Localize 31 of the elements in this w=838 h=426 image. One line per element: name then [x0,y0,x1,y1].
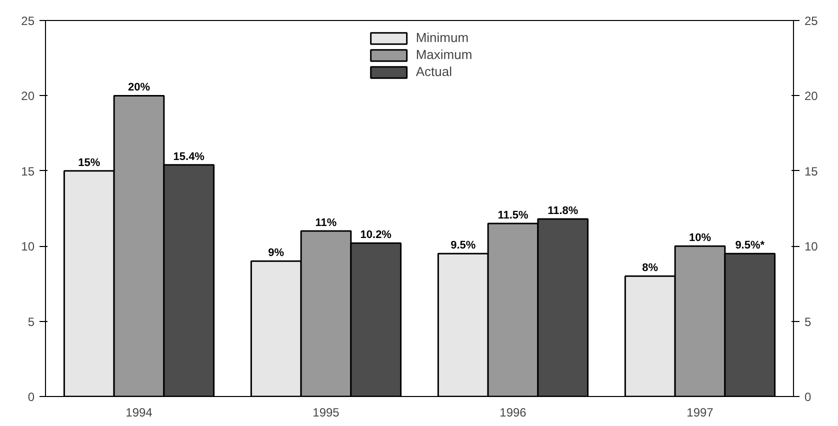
data-label: 11.8% [548,205,578,218]
y-tick-label: 5 [28,314,35,329]
y2-tick-label: 0 [804,390,812,404]
y2-tick-label: 5 [804,314,812,329]
y2-tick-label: 20 [804,89,818,104]
data-label: 11% [315,217,337,230]
y2-tick-label: 15 [804,164,818,178]
data-label: 10.2% [360,229,392,242]
data-label: 9.5% [450,240,476,252]
y-tick-label: 20 [21,89,35,104]
x-tick-label: 1994 [126,406,153,420]
data-label: 10% [688,232,712,244]
data-label: 15% [78,156,100,169]
y-tick-label: 0 [28,390,35,404]
data-label: 8% [642,262,658,274]
data-label: 15.4% [173,150,205,163]
data-label: 20% [128,82,150,94]
y-tick-label: 10 [21,240,35,254]
x-tick-label: 1995 [312,406,340,420]
y-tick-label: 25 [21,14,35,28]
legend-label: Maximum [416,47,472,62]
x-tick-label: 1997 [686,406,714,420]
x-tick-label: 1996 [500,406,527,420]
data-label: 9% [268,247,284,260]
y2-tick-label: 25 [804,14,818,28]
legend-label: Actual [416,64,452,79]
y-tick-label: 15 [21,164,35,178]
data-label: 11.5% [498,210,529,222]
y2-tick-label: 10 [804,240,818,254]
legend-label: Minimum [416,30,469,45]
data-label: 9.5%* [735,240,766,252]
